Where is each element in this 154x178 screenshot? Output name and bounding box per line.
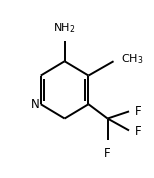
Text: N: N	[30, 98, 39, 111]
Text: F: F	[104, 147, 111, 160]
Text: NH$_2$: NH$_2$	[53, 21, 76, 35]
Text: CH$_3$: CH$_3$	[121, 52, 143, 66]
Text: F: F	[135, 105, 142, 118]
Text: F: F	[135, 125, 142, 138]
